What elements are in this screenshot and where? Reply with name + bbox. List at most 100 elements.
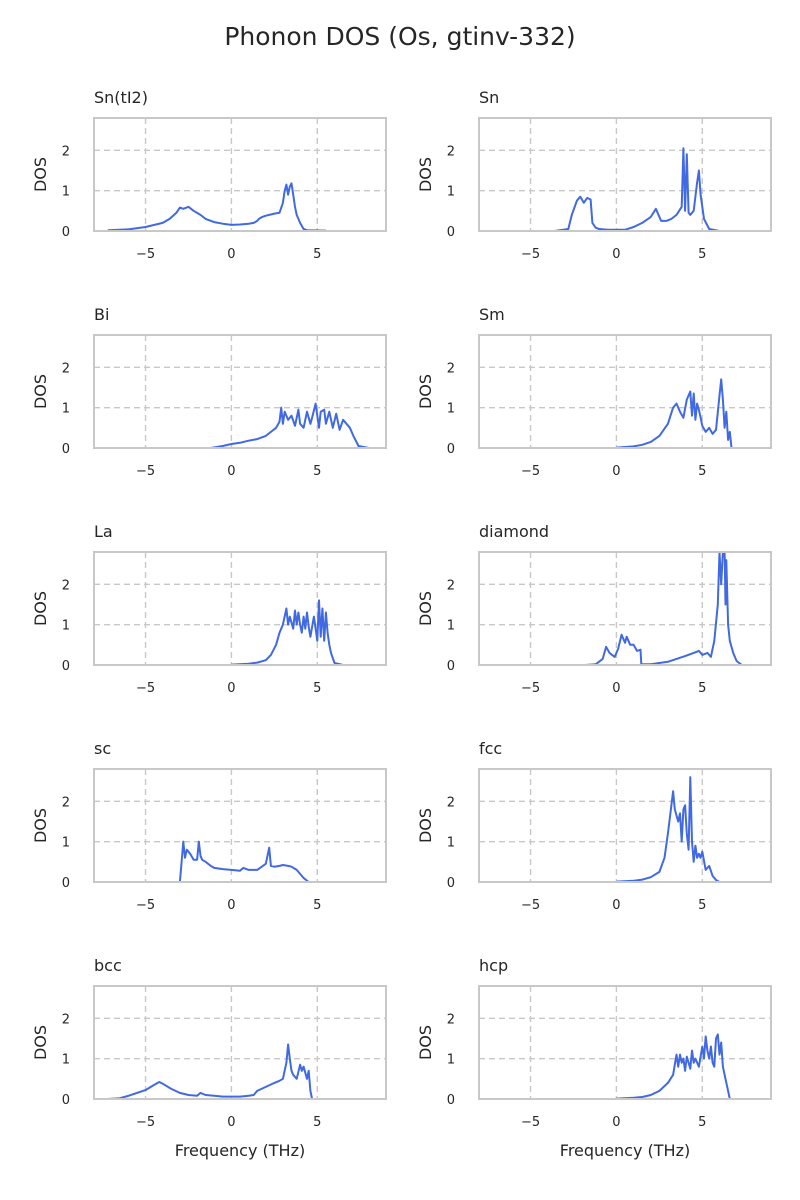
panel-4: −5 0 5 0 1 2 La DOS [31,522,387,696]
y-axis-label: DOS [416,591,435,626]
x-tick-label: −5 [521,464,540,479]
y-tick-label: 0 [447,659,455,674]
y-axis-label: DOS [31,374,50,409]
plot-area [478,985,772,1100]
x-tick-label: 0 [227,247,235,262]
y-tick-label: 2 [447,1012,455,1027]
panel-title: hcp [479,956,508,975]
x-tick-label: −5 [521,247,540,262]
plot-frame [93,985,387,1100]
dos-line [178,840,310,882]
x-tick-label: −5 [521,1115,540,1130]
x-tick-label: 5 [698,1115,706,1130]
y-tick-label: 1 [62,402,70,417]
y-tick-label: 1 [62,185,70,200]
x-axis-label: Frequency (THz) [175,1141,305,1160]
dos-line [107,182,326,231]
y-tick-label: 2 [447,144,455,159]
y-tick-label: 2 [62,578,70,593]
panel-title: fcc [479,739,502,758]
y-tick-label: 2 [447,795,455,810]
x-tick-label: 5 [313,464,321,479]
panel-1: −5 0 5 0 1 2 Sn DOS [416,88,772,262]
y-tick-label: 0 [62,225,70,240]
x-tick-label: 5 [698,898,706,913]
y-tick-label: 0 [62,1093,70,1108]
x-axis-label: Frequency (THz) [560,1141,690,1160]
plot-area [93,334,387,449]
panel-title: La [94,522,113,541]
dos-line [616,378,733,448]
figure-title: Phonon DOS (Os, gtinv-332) [224,22,575,51]
x-tick-label: 0 [227,464,235,479]
y-tick-label: 2 [447,578,455,593]
x-tick-label: −5 [136,1115,155,1130]
x-tick-label: −5 [136,898,155,913]
x-tick-label: 5 [313,898,321,913]
plot-frame [478,334,772,449]
y-tick-label: 0 [62,659,70,674]
x-tick-label: 0 [612,464,620,479]
y-tick-label: 1 [62,1053,70,1068]
y-tick-label: 0 [62,442,70,457]
y-axis-label: DOS [416,1025,435,1060]
panel-title: Bi [94,305,109,324]
plot-area [93,117,387,232]
x-tick-label: 5 [313,1115,321,1130]
dos-line [554,147,720,231]
panel-6: −5 0 5 0 1 2 sc DOS [31,739,387,913]
x-tick-label: 5 [698,681,706,696]
panel-5: −5 0 5 0 1 2 diamond DOS [416,522,772,696]
y-tick-label: 1 [62,619,70,634]
y-axis-label: DOS [31,157,50,192]
y-tick-label: 0 [447,876,455,891]
x-tick-label: −5 [136,681,155,696]
x-tick-label: 5 [313,681,321,696]
x-tick-label: −5 [136,247,155,262]
plot-frame [93,768,387,883]
plot-area [478,768,772,883]
y-tick-label: 1 [447,619,455,634]
y-tick-label: 2 [62,361,70,376]
x-tick-label: −5 [521,898,540,913]
plot-area [93,985,387,1100]
y-tick-label: 1 [447,402,455,417]
panel-title: Sm [479,305,505,324]
panel-title: bcc [94,956,122,975]
y-axis-label: DOS [416,374,435,409]
y-tick-label: 0 [447,225,455,240]
x-tick-label: 0 [227,898,235,913]
x-tick-label: 0 [612,247,620,262]
x-tick-label: −5 [521,681,540,696]
panel-0: −5 0 5 0 1 2 Sn(tI2) DOS [31,88,387,262]
y-axis-label: DOS [416,808,435,843]
y-tick-label: 2 [62,795,70,810]
y-tick-label: 0 [447,1093,455,1108]
plot-frame [478,551,772,666]
panel-title: sc [94,739,111,758]
y-axis-label: DOS [31,808,50,843]
dos-line [210,402,369,448]
plot-frame [478,985,772,1100]
panel-7: −5 0 5 0 1 2 fcc DOS [416,739,772,913]
y-tick-label: 2 [62,1012,70,1027]
x-tick-label: 5 [698,464,706,479]
plot-frame [478,117,772,232]
panel-8: −5 0 5 0 1 2 bcc DOS Frequency (THz) [31,956,387,1160]
panel-2: −5 0 5 0 1 2 Bi DOS [31,305,387,479]
y-axis-label: DOS [31,591,50,626]
y-tick-label: 1 [447,836,455,851]
x-tick-label: −5 [136,464,155,479]
y-tick-label: 1 [447,185,455,200]
dos-line [107,1043,314,1099]
dos-line [585,552,743,665]
x-tick-label: 0 [227,1115,235,1130]
y-tick-label: 0 [62,876,70,891]
panel-title: Sn [479,88,499,107]
y-axis-label: DOS [31,1025,50,1060]
plot-area [478,117,772,232]
plot-area [93,768,387,883]
y-axis-label: DOS [416,157,435,192]
x-tick-label: 0 [612,1115,620,1130]
